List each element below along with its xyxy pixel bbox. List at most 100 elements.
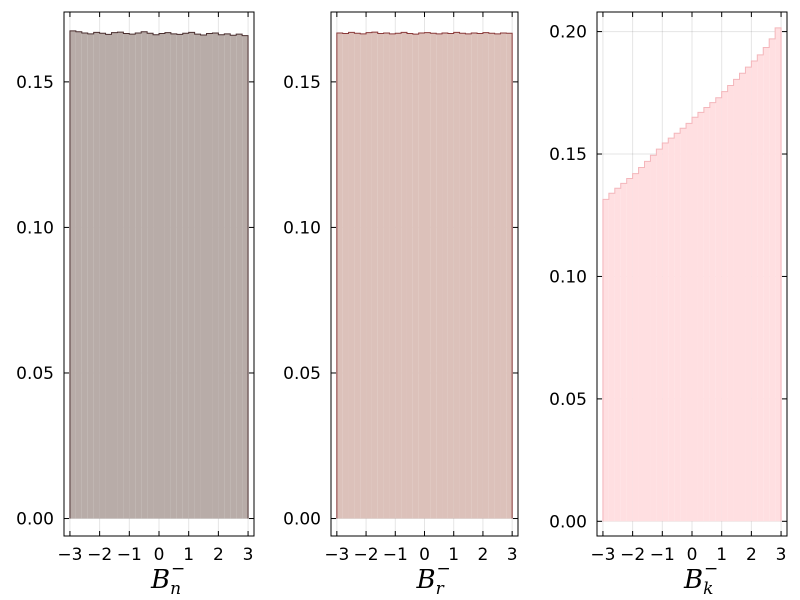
x-axis-label-subscript: r (436, 579, 445, 599)
x-tick-label: 0 (419, 545, 430, 565)
histogram-bar (697, 112, 704, 522)
x-axis-label-base: B (683, 565, 703, 595)
histogram-bar (500, 32, 507, 519)
y-tick-label: 0.10 (549, 267, 587, 287)
histogram-bar (170, 33, 177, 519)
y-tick-label: 0.00 (283, 510, 321, 530)
y-tick-label: 0.05 (16, 364, 54, 384)
histogram-bar (366, 32, 372, 519)
histogram-bar (488, 33, 495, 519)
x-tick-label: −3 (57, 545, 82, 565)
histogram-bar (242, 35, 249, 519)
histogram-bar (371, 32, 378, 519)
histogram-bar (354, 33, 361, 519)
x-axis-label: Br (416, 565, 445, 599)
histogram-bar (424, 32, 431, 519)
x-axis-label-subscript: k (703, 579, 713, 599)
histogram-bar (436, 33, 443, 519)
histogram-outline (336, 31, 513, 519)
histogram-bar (739, 73, 746, 522)
histogram-bar (147, 33, 154, 519)
panel-3: −3 −2 −1 0 1 2 3 0.00 0.05 0.10 0.15 0.20 Bk− (549, 11, 788, 599)
histogram-bar (632, 173, 639, 522)
histogram-bar (93, 32, 100, 519)
histogram-bar (442, 32, 448, 519)
x-tick-label: 1 (716, 545, 727, 565)
histogram-bar (620, 183, 627, 522)
histogram-bar (342, 33, 349, 519)
histogram-bar (395, 33, 402, 519)
histogram-bar (188, 32, 195, 519)
histogram-bar (644, 161, 651, 522)
histogram-bar (459, 33, 466, 519)
histogram-bar (99, 33, 106, 519)
histogram-bar (775, 27, 782, 522)
histogram-bar (401, 32, 407, 519)
histogram-bar (430, 33, 437, 519)
histogram-bar (494, 33, 501, 519)
x-tick-label: 2 (213, 545, 224, 565)
histogram-bar (674, 133, 681, 522)
histogram-bar (506, 33, 513, 519)
histogram-bar (81, 32, 88, 519)
x-axis-label: Bn (150, 565, 181, 599)
histogram-outline (602, 27, 782, 522)
histogram-bar (406, 33, 413, 519)
histogram-bar (703, 107, 710, 522)
x-tick-label: −1 (117, 545, 142, 565)
histogram-bar (182, 33, 189, 519)
y-tick-label: 0.15 (549, 145, 587, 165)
histogram-bar (117, 32, 124, 519)
histogram-bar (626, 178, 633, 522)
histogram-bar (751, 60, 758, 522)
histogram-bar (477, 33, 483, 519)
x-tick-label: 2 (478, 545, 489, 565)
x-tick-label: 3 (243, 545, 254, 565)
histogram-bar (111, 32, 118, 519)
histogram-bar (614, 188, 621, 522)
histogram-bar (194, 34, 201, 519)
histogram-bar (218, 34, 225, 519)
histogram-bar (153, 34, 159, 519)
x-axis-label-superscript: − (437, 559, 451, 579)
x-tick-label: −1 (650, 545, 675, 565)
histogram-bar (692, 117, 698, 522)
x-tick-label: 2 (746, 545, 757, 565)
y-tick-label: 0.00 (16, 510, 54, 530)
x-tick-label: 3 (776, 545, 787, 565)
histogram-bar (769, 38, 776, 522)
histogram-bar (709, 102, 716, 522)
y-tick-label: 0.15 (16, 73, 54, 93)
y-tick-label: 0.15 (283, 73, 321, 93)
y-tick-label: 0.10 (283, 218, 321, 238)
histogram-bar (650, 155, 657, 522)
y-tick-label: 0.10 (16, 218, 54, 238)
x-tick-label: 0 (154, 545, 165, 565)
histogram-bar (482, 32, 489, 519)
histogram-bar (348, 32, 355, 519)
histogram-bar (87, 33, 94, 519)
histogram-bar (159, 33, 165, 519)
histogram-bar (602, 199, 609, 522)
histogram-bar (135, 32, 142, 519)
histogram-bar (465, 33, 472, 519)
y-tick-label: 0.00 (549, 512, 587, 532)
histogram-bar (733, 79, 740, 522)
histogram-bar (680, 128, 687, 522)
histogram-bar (412, 34, 419, 519)
histogram-bar (608, 193, 615, 522)
histogram-bar (105, 34, 112, 519)
x-tick-label: 0 (687, 545, 698, 565)
x-tick-label: −2 (87, 545, 112, 565)
x-tick-label: −2 (620, 545, 645, 565)
histogram-bar (453, 32, 460, 519)
panel-1: −3 −2 −1 0 1 2 3 0.00 0.05 0.10 0.15 Bn− (16, 11, 255, 599)
histogram-bar (745, 67, 752, 522)
x-axis-label: Bk (683, 565, 713, 599)
histogram-bar (383, 32, 390, 519)
histogram-bar (360, 33, 367, 519)
histogram-bar (75, 31, 82, 519)
histogram-bar (69, 30, 76, 519)
x-tick-label: −1 (383, 545, 408, 565)
